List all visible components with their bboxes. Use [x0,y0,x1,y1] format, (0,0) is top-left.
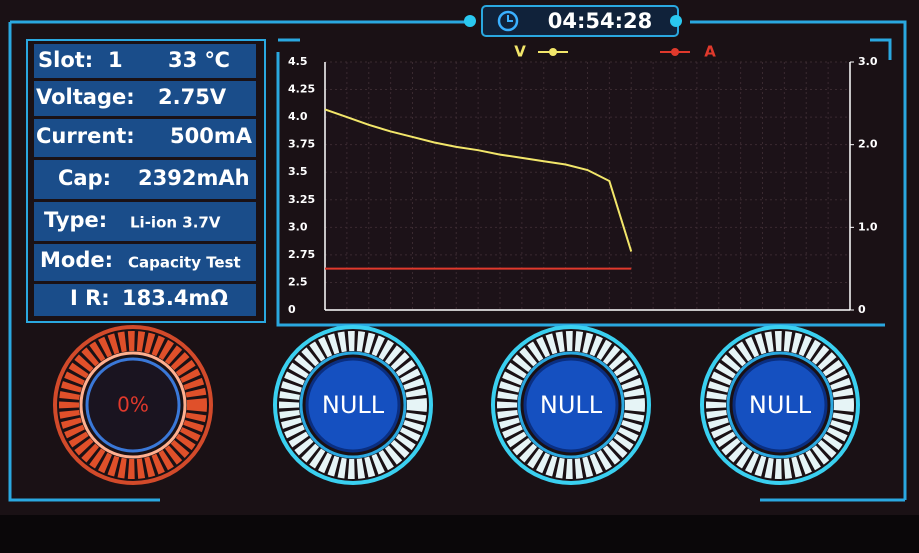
cap: 2392mAh [138,166,250,190]
gauge-ring [497,331,645,479]
y-tick-label: 3.25 [288,193,315,206]
gauge-label: NULL [749,391,812,419]
mode-label: Mode: [40,248,113,272]
clock-hands [507,15,513,22]
row-bg [34,160,256,199]
dot [670,15,682,27]
gauge-label: NULL [322,391,385,419]
bezel [0,515,919,553]
slot-label: Slot: [38,48,93,72]
gauge-ring-edge [79,351,187,459]
y-tick-label: 3.0 [288,220,308,233]
gauge-center [732,357,828,453]
ir-label: I R: [70,286,110,310]
legend-dot [549,48,557,56]
y2-tick-label: 3.0 [858,55,878,68]
gauge-ring-edge [726,351,834,459]
y2-tick-label: 2.0 [858,138,878,151]
outer-frame [8,20,907,502]
gauge-label: NULL [540,391,603,419]
gauges: 0% NULL NULL NULL [53,325,860,485]
row-bg [34,284,256,316]
row-bg [34,44,256,78]
legend-dot [671,48,679,56]
y-tick-label: 0 [288,303,296,316]
chart: 0 2.5 2.75 3.0 3.25 3.5 3.75 4.0 4.25 4.5 0 1.0 2.0 3… [288,43,878,317]
voltage-label: Voltage: [36,85,135,109]
y-tick-label: 2.5 [288,275,308,288]
y2-tick-label: 0 [858,303,866,316]
row-bg [34,202,256,241]
legend-label: A [704,43,716,61]
gauge-ring [59,331,207,479]
cap-label: Cap: [58,166,111,190]
row-bg [34,119,256,157]
y2-tick-label: 1.0 [858,220,878,233]
y-tick-label: 2.75 [288,248,315,261]
voltage: 2.75V [158,85,227,109]
y-tick-label: 4.25 [288,83,315,96]
gauge-center [523,357,619,453]
gauge-center [85,357,181,453]
gauge-ring [279,331,427,479]
current-label: Current: [36,124,135,148]
gauge-center [305,357,401,453]
dot [464,15,476,27]
slot: 1 [108,48,123,72]
mode: Capacity Test [128,254,241,272]
row-bg [34,81,256,116]
y-tick-label: 3.5 [288,165,308,178]
info-frame [26,39,266,323]
gauge-glow [491,325,651,485]
gauge-label: 0% [117,393,149,417]
y-tick-label: 4.0 [288,110,308,123]
clock-time: 04:54:28 [548,9,652,33]
series-line [324,108,633,252]
gauge-glow [53,325,213,485]
gauge-glow [273,325,433,485]
gauge-glow [700,325,860,485]
gauge-ring [706,331,854,479]
clock-icon [497,10,519,32]
info-rows [34,44,256,316]
gauge-ring-edge [299,351,407,459]
row-bg [34,244,256,281]
current: 500mA [170,124,253,148]
temperature: 33 ℃ [168,48,230,72]
y-tick-label: 4.5 [288,55,308,68]
legend-label: V [514,43,526,61]
y-tick-label: 3.75 [288,138,315,151]
ir: 183.4mΩ [122,286,228,310]
type: Li-ion 3.7V [130,214,221,232]
gauge-ring-edge [517,351,625,459]
type-label: Type: [44,208,107,232]
chart-frame [276,38,892,327]
